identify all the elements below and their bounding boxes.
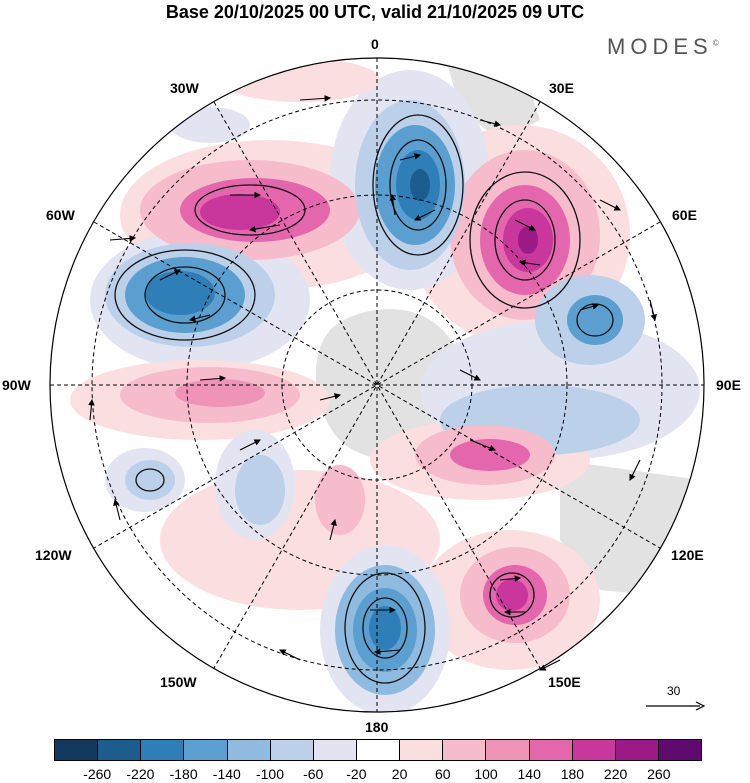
colorbar-tick-label: 180 <box>560 766 585 782</box>
colorbar-ticks: -260 -220 -180 -140 -100 -60 -20 20 60 100 140 180 2… <box>54 760 702 783</box>
colorbar-tick-label: -20 <box>346 766 367 782</box>
colorbar-tick-label: -220 <box>126 766 155 782</box>
colorbar-swatch <box>443 740 487 760</box>
lon-label-90e: 90E <box>716 377 741 393</box>
antarctica-land <box>315 309 464 460</box>
vector-scale-arrow <box>646 701 706 711</box>
wind-vectors <box>88 95 657 671</box>
lon-label-30e: 30E <box>549 80 574 96</box>
lon-label-180: 180 <box>365 719 389 735</box>
colorbar-swatch <box>658 740 702 760</box>
colorbar-tick-label: 60 <box>435 766 451 782</box>
vector-scale-label: 30 <box>667 684 681 698</box>
colorbar-swatch <box>313 740 357 760</box>
colorbar-tick-label: -140 <box>212 766 241 782</box>
colorbar-swatch <box>486 740 530 760</box>
colorbar-swatch <box>141 740 185 760</box>
graticule <box>50 58 704 712</box>
map-title: Base 20/10/2025 00 UTC, valid 21/10/2025… <box>165 2 585 22</box>
lon-label-120e: 120E <box>671 547 704 563</box>
colorbar-tick-label: -60 <box>303 766 324 782</box>
colorbar-tick-label: 140 <box>517 766 541 782</box>
lon-label-90w: 90W <box>2 377 31 393</box>
colorbar-swatch <box>98 740 142 760</box>
colorbar-swatch <box>356 740 401 760</box>
colorbar-tick-label: -260 <box>83 766 112 782</box>
colorbar <box>54 739 702 761</box>
colorbar-tick-label: -100 <box>255 766 285 782</box>
colorbar-swatch <box>572 740 616 760</box>
lon-label-150e: 150E <box>548 674 581 690</box>
colorbar-swatch <box>227 740 271 760</box>
lon-label-0: 0 <box>371 36 379 52</box>
lon-label-60w: 60W <box>46 207 75 223</box>
colorbar-tick-label: -180 <box>169 766 198 782</box>
colorbar-tick-label: 220 <box>603 766 628 782</box>
colorbar-tick-label: 260 <box>647 766 671 782</box>
modes-logo: MODES© <box>607 34 719 59</box>
colorbar-tick-label: 20 <box>391 766 408 782</box>
colorbar-swatch <box>615 740 659 760</box>
lon-label-60e: 60E <box>672 207 697 223</box>
colorbar-swatch <box>55 740 99 760</box>
lon-label-120w: 120W <box>35 547 72 563</box>
colorbar-swatch <box>270 740 314 760</box>
lon-label-150w: 150W <box>160 674 197 690</box>
colorbar-swatch <box>529 740 573 760</box>
colorbar-swatch <box>400 740 444 760</box>
map-border <box>49 57 705 713</box>
colorbar-swatch <box>184 740 228 760</box>
lon-label-30w: 30W <box>170 80 199 96</box>
height-contours <box>114 114 614 684</box>
colorbar-tick-label: 100 <box>474 766 498 782</box>
